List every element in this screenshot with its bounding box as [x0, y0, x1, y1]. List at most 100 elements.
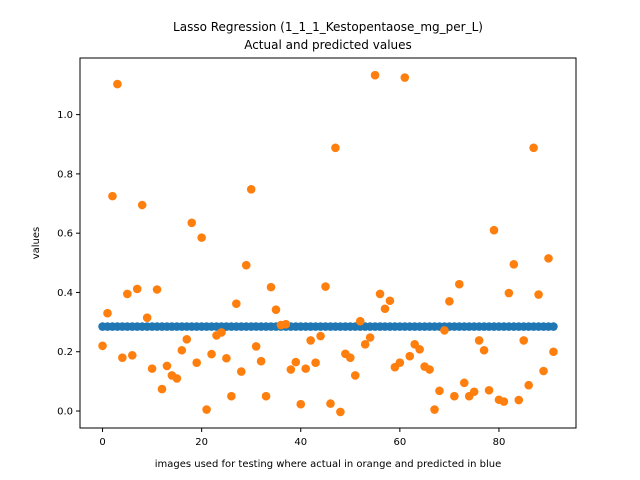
actual-value-marker — [197, 233, 206, 242]
actual-value-marker — [425, 365, 434, 374]
actual-value-marker — [499, 397, 509, 406]
x-tick-label: 20 — [195, 437, 208, 448]
actual-value-marker — [519, 336, 529, 345]
actual-value-marker — [227, 391, 236, 401]
actual-value-marker — [504, 288, 514, 298]
actual-value-marker — [415, 345, 424, 354]
actual-value-marker — [152, 285, 162, 294]
y-tick-label: 1.0 — [57, 110, 73, 121]
actual-value-marker — [450, 391, 459, 401]
predicted-value-marker — [549, 322, 558, 331]
actual-value-marker — [346, 353, 355, 362]
actual-value-marker — [514, 395, 524, 405]
actual-value-marker — [326, 399, 335, 408]
actual-value-marker — [544, 254, 553, 263]
x-tick-label: 0 — [99, 437, 105, 448]
actual-value-marker — [400, 73, 410, 82]
actual-value-marker — [207, 349, 216, 359]
plot-frame — [79, 57, 577, 429]
actual-value-marker — [286, 365, 296, 374]
actual-value-marker — [405, 351, 415, 361]
actual-value-marker — [261, 391, 271, 401]
actual-value-marker — [395, 358, 405, 368]
actual-value-marker — [182, 334, 192, 344]
actual-value-marker — [202, 405, 211, 414]
actual-value-marker — [291, 357, 301, 367]
actual-value-marker — [217, 328, 226, 337]
actual-value-marker — [365, 333, 375, 342]
actual-value-marker — [162, 361, 172, 371]
actual-value-marker — [380, 304, 390, 314]
actual-value-marker — [350, 371, 360, 380]
data-markers — [98, 70, 558, 417]
x-tick-label: 80 — [493, 437, 506, 448]
actual-value-marker — [484, 385, 494, 395]
actual-value-marker — [222, 353, 231, 363]
actual-value-marker — [445, 297, 454, 306]
chart-title-line-2: Actual and predicted values — [244, 38, 412, 52]
actual-value-marker — [479, 345, 489, 355]
actual-value-marker — [509, 260, 519, 269]
actual-value-marker — [266, 282, 276, 292]
axis-ticks: 0 20 40 60 80 0.0 0.2 0.4 0.6 0.8 1.0 — [57, 110, 505, 448]
actual-value-marker — [108, 191, 117, 201]
actual-value-marker — [241, 260, 251, 270]
actual-value-marker — [187, 218, 197, 228]
actual-value-marker — [385, 296, 395, 306]
actual-value-marker — [98, 341, 107, 351]
y-tick-label: 0.2 — [57, 347, 73, 358]
chart-title-line-1: Lasso Regression (1_1_1_Kestopentaose_mg… — [173, 20, 483, 34]
actual-value-marker — [157, 384, 167, 394]
actual-value-marker — [355, 316, 365, 326]
actual-value-marker — [172, 374, 182, 383]
actual-value-marker — [469, 387, 479, 397]
x-axis-label: images used for testing where actual in … — [155, 459, 502, 470]
actual-value-marker — [118, 353, 127, 362]
actual-value-marker — [236, 367, 246, 376]
y-tick-label: 0.4 — [57, 288, 73, 299]
x-tick-label: 40 — [294, 437, 307, 448]
actual-value-marker — [177, 345, 187, 355]
actual-value-marker — [142, 313, 152, 322]
y-axis-label: values — [31, 227, 42, 260]
actual-value-marker — [524, 380, 533, 390]
actual-value-marker — [370, 70, 380, 80]
actual-value-marker — [113, 79, 122, 89]
y-tick-label: 0.8 — [57, 169, 73, 180]
actual-value-marker — [331, 143, 340, 153]
actual-value-marker — [375, 289, 385, 299]
plot-area — [80, 58, 576, 428]
x-tick-label: 60 — [393, 437, 406, 448]
actual-value-marker — [459, 378, 469, 388]
y-tick-label: 0.0 — [57, 407, 73, 418]
actual-value-marker — [474, 336, 484, 345]
actual-value-marker — [103, 308, 112, 318]
y-tick-label: 0.6 — [57, 229, 73, 240]
actual-value-marker — [256, 356, 266, 366]
actual-value-marker — [440, 326, 449, 335]
actual-value-marker — [455, 279, 464, 289]
actual-value-marker — [539, 366, 548, 376]
actual-value-marker — [232, 299, 241, 309]
actual-value-marker — [360, 340, 370, 349]
actual-value-marker — [301, 364, 311, 373]
actual-value-marker — [549, 347, 558, 357]
actual-value-marker — [123, 289, 132, 299]
actual-value-marker — [296, 399, 306, 409]
actual-value-marker — [251, 342, 261, 351]
actual-value-marker — [489, 225, 499, 235]
actual-value-marker — [316, 331, 325, 341]
actual-value-marker — [529, 143, 538, 153]
actual-value-marker — [147, 364, 157, 373]
actual-value-marker — [336, 407, 345, 417]
actual-value-marker — [271, 305, 281, 314]
actual-value-marker — [281, 319, 291, 329]
actual-value-marker — [435, 386, 444, 396]
actual-value-marker — [127, 350, 137, 360]
actual-value-marker — [430, 405, 439, 414]
actual-value-marker — [321, 282, 330, 291]
actual-value-marker — [192, 358, 201, 368]
actual-value-marker — [246, 185, 256, 194]
actual-value-marker — [137, 200, 147, 210]
